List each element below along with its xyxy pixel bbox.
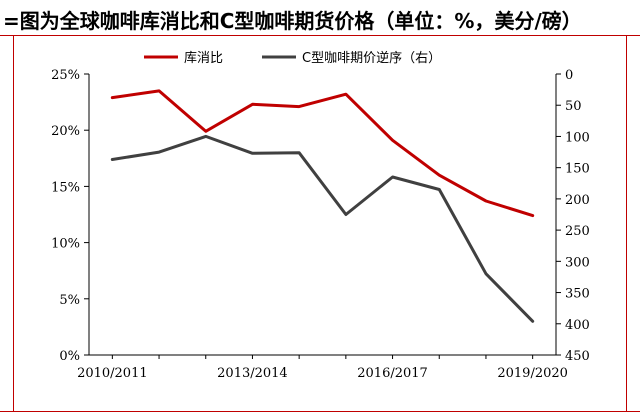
title-bar: =图为全球咖啡库消比和C型咖啡期货价格（单位：%，美分/磅） — [0, 0, 640, 36]
right-y-tick-label: 250 — [565, 224, 590, 239]
x-tick-label: 2013/2014 — [217, 366, 288, 381]
left-y-tick-label: 15% — [51, 180, 80, 195]
x-tick-label: 2010/2011 — [77, 366, 148, 381]
left-y-tick-label: 20% — [51, 124, 80, 139]
left-y-tick-label: 0% — [59, 349, 80, 364]
legend-label-2: C型咖啡期价逆序（右） — [302, 50, 441, 66]
right-y-tick-label: 300 — [565, 255, 590, 270]
right-y-tick-label: 50 — [565, 99, 582, 114]
bottom-border — [0, 411, 640, 412]
right-y-tick-label: 150 — [565, 162, 590, 177]
right-y-tick-label: 350 — [565, 287, 590, 302]
x-tick-label: 2019/2020 — [497, 366, 568, 381]
right-y-tick-label: 100 — [565, 130, 590, 145]
right-y-tick-label: 400 — [565, 318, 590, 333]
left-y-tick-label: 5% — [59, 293, 80, 308]
series-line-2 — [110, 134, 535, 323]
right-y-tick-label: 450 — [565, 349, 590, 364]
right-y-tick-label: 0 — [565, 68, 573, 83]
legend-label-1: 库消比 — [184, 50, 223, 66]
left-y-tick-label: 10% — [51, 237, 80, 252]
series-line-1 — [110, 89, 535, 218]
chart-title: =图为全球咖啡库消比和C型咖啡期货价格（单位：%，美分/磅） — [3, 9, 582, 33]
left-border — [13, 36, 14, 412]
right-y-tick-label: 200 — [565, 193, 590, 208]
left-y-tick-label: 25% — [51, 68, 80, 83]
right-border — [626, 36, 627, 412]
x-tick-label: 2016/2017 — [357, 366, 428, 381]
title-underline — [0, 35, 640, 36]
